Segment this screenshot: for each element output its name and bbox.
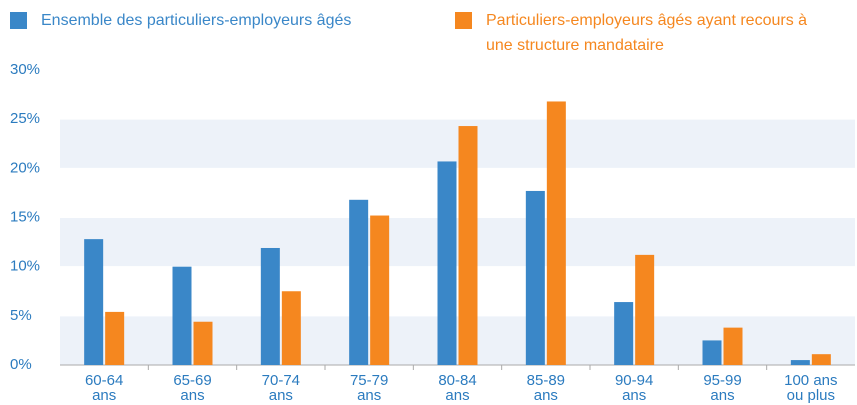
x-tick-label: ans [534,387,558,404]
bar [723,327,743,365]
y-tick-label: 15% [10,208,40,225]
bar [811,354,831,365]
x-tick-label: 70-74 [262,372,300,389]
x-tick-label: ans [357,387,381,404]
legend-item: Ensemble des particuliers-employeurs âgé… [10,8,390,33]
bar [635,254,655,365]
bar [458,126,478,365]
bar [370,215,390,365]
x-tick-label: 65-69 [173,372,211,389]
y-tick-label: 30% [10,61,40,78]
grid-band [60,315,855,365]
bar [172,266,192,365]
legend-swatch [10,12,27,29]
x-tick-label: ans [269,387,293,404]
x-tick-label: ans [445,387,469,404]
bar [260,247,280,365]
x-tick-label: ans [710,387,734,404]
bar [84,239,104,365]
x-tick-label: 60-64 [85,372,123,389]
bar [105,311,125,365]
bar [437,161,457,365]
bar [193,321,213,365]
legend-label: Ensemble des particuliers-employeurs âgé… [41,12,352,29]
x-tick-label: ans [92,387,116,404]
legend-swatch [455,12,472,29]
bar [525,190,545,365]
grid-band [60,217,855,267]
x-tick-label: ou plus [787,387,835,404]
y-tick-label: 20% [10,159,40,176]
x-tick-label: 85-89 [527,372,565,389]
grid-band [60,119,855,169]
y-tick-label: 5% [10,307,32,324]
legend-item: Particuliers-employeurs âgés ayant recou… [455,8,835,58]
x-tick-label: 75-79 [350,372,388,389]
bar [546,101,566,365]
x-tick-label: 90-94 [615,372,653,389]
x-tick-label: 80-84 [438,372,476,389]
bar [349,199,369,365]
x-tick-label: ans [622,387,646,404]
x-tick-label: 100 ans [784,372,837,389]
y-tick-label: 10% [10,258,40,275]
x-tick-label: ans [180,387,204,404]
legend-label: Particuliers-employeurs âgés ayant recou… [486,12,808,54]
x-tick-label: 95-99 [703,372,741,389]
bar [281,291,301,365]
y-tick-label: 25% [10,110,40,127]
bar [702,340,722,365]
bar [614,302,634,365]
bar [790,360,810,365]
y-tick-label: 0% [10,356,32,373]
